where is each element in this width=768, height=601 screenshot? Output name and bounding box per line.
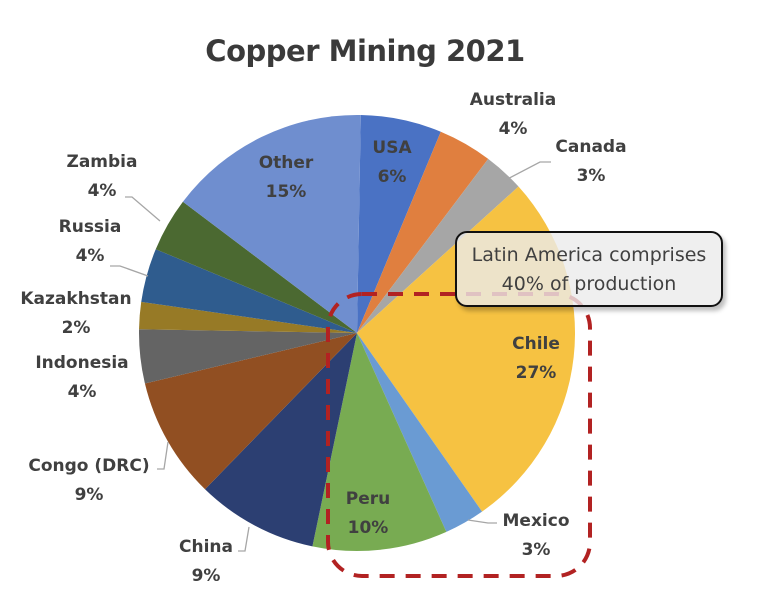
slice-australia <box>357 131 489 333</box>
latin-america-callout: Latin America comprises 40% of productio… <box>455 231 723 307</box>
slice-usa <box>357 115 441 333</box>
label-canada: Canada 3% <box>555 137 627 186</box>
label-zambia: Zambia 4% <box>66 152 138 201</box>
leader-lines <box>110 161 551 552</box>
chart-title: Copper Mining 2021 <box>205 34 525 68</box>
leader-line-mexico <box>467 519 497 524</box>
label-russia: Russia 4% <box>58 217 122 266</box>
label-indonesia: Indonesia 4% <box>35 353 129 402</box>
callout-line-1: Latin America comprises <box>471 244 707 266</box>
slice-mexico <box>357 333 483 532</box>
leader-line-zambia <box>125 196 161 222</box>
slice-indonesia <box>138 329 357 384</box>
label-kazakhstan: Kazakhstan 2% <box>20 289 132 338</box>
label-mexico: Mexico 3% <box>502 511 570 560</box>
label-congo: Congo (DRC) 9% <box>28 456 150 505</box>
label-usa: USA 6% <box>372 138 412 187</box>
slice-congo-drc <box>144 333 357 490</box>
leader-line-china <box>238 526 250 552</box>
label-chile: Chile 27% <box>512 334 560 383</box>
slice-russia <box>141 249 357 333</box>
slice-peru <box>312 333 447 551</box>
leader-line-congo <box>157 441 169 470</box>
pie-slices <box>138 114 576 551</box>
slice-canada <box>357 158 519 333</box>
slice-kazakhstan <box>139 301 357 333</box>
leader-line-canada <box>495 161 551 186</box>
slice-zambia <box>155 201 357 333</box>
label-peru: Peru 10% <box>345 489 391 538</box>
label-australia: Australia 4% <box>469 90 557 139</box>
slice-china <box>205 333 357 547</box>
label-other: Other 15% <box>258 153 314 202</box>
leader-line-russia <box>110 265 149 277</box>
latin-america-highlight <box>326 292 592 578</box>
callout-line-2: 40% of production <box>501 273 677 295</box>
slice-other <box>182 114 361 334</box>
label-china: China 9% <box>179 537 233 586</box>
